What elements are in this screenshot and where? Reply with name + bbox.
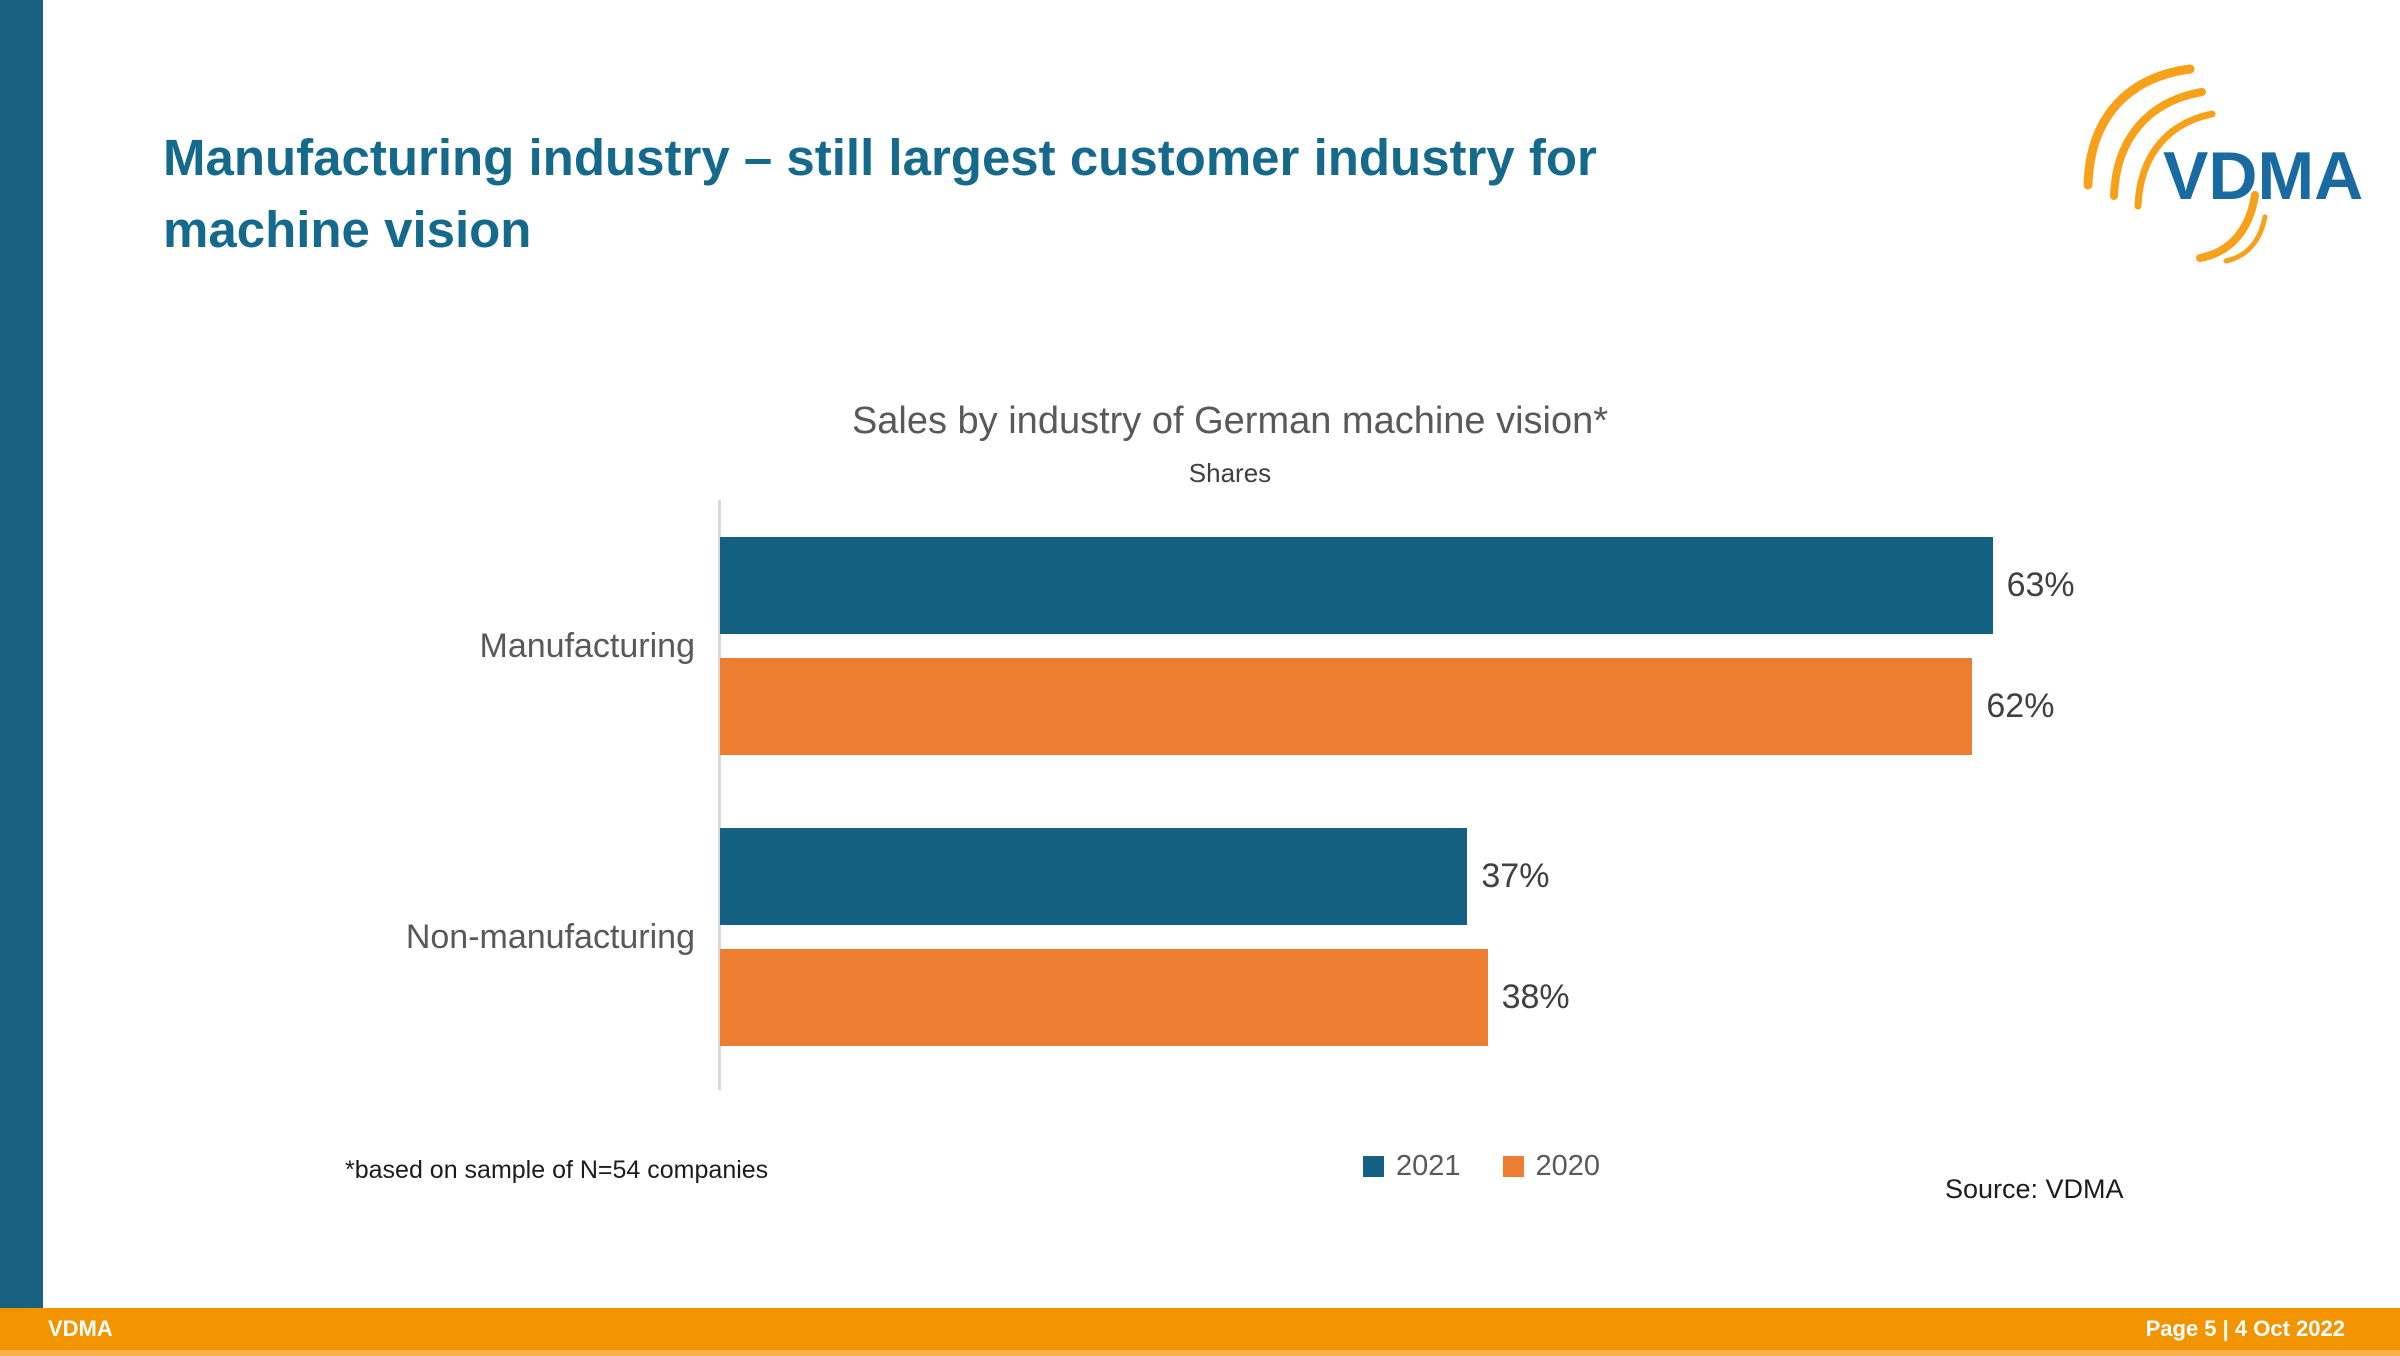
chart-title: Sales by industry of German machine visi… [851, 400, 1609, 442]
category-label: Non-manufacturing [405, 917, 695, 956]
bar-2021 [720, 537, 1993, 634]
source-label: Source: VDMA [1945, 1174, 2124, 1204]
footer-bar: VDMA Page 5 | 4 Oct 2022 [0, 1308, 2400, 1350]
chart-subtitle: Shares [1188, 458, 1272, 488]
footer-brand: VDMA [48, 1316, 113, 1341]
bar-row: 62% [720, 658, 2054, 755]
slide-title-line2: machine vision [163, 201, 532, 258]
bar-2020 [720, 949, 1488, 1046]
chart-plot: Manufacturing 63% 62% Non-manufacturing 37% 3… [310, 500, 2160, 1090]
bar-row: 37% [720, 828, 1549, 925]
y-axis-line [718, 500, 721, 1090]
bar-row: 38% [720, 949, 1570, 1046]
legend-label: 2021 [1396, 1150, 1461, 1182]
bar-value-label: 63% [2006, 566, 2075, 604]
left-accent-stripe [0, 0, 43, 1308]
logo-arcs-icon: VDMA [2083, 64, 2363, 264]
bar-value-label: 38% [1501, 978, 1570, 1016]
bar-value-label: 37% [1481, 857, 1550, 895]
logo-text: VDMA [2163, 138, 2363, 214]
chart-legend: 2021 2020 [1363, 1150, 1600, 1183]
category-group: Manufacturing 63% 62% [310, 537, 2160, 755]
bar-2021 [720, 828, 1468, 925]
bar-value-label: 62% [1986, 687, 2055, 725]
footnote: *based on sample of N=54 companies [345, 1156, 769, 1184]
legend-swatch-icon [1363, 1156, 1384, 1177]
bar-row: 63% [720, 537, 2075, 634]
legend-item: 2021 [1363, 1150, 1461, 1183]
legend-label: 2020 [1535, 1150, 1601, 1182]
slide-title: Manufacturing industry – still largest c… [163, 122, 1923, 266]
legend-swatch-icon [1502, 1156, 1524, 1177]
category-group: Non-manufacturing 37% 38% [310, 828, 2160, 1046]
legend-item: 2020 [1502, 1150, 1601, 1183]
footer-bar-lower-strip [0, 1350, 2400, 1356]
bar-2020 [720, 658, 1973, 755]
category-label: Manufacturing [479, 626, 695, 665]
slide-title-line1: Manufacturing industry – still largest c… [163, 129, 1597, 186]
footer-page-info: Page 5 | 4 Oct 2022 [2145, 1316, 2345, 1341]
vdma-logo: VDMA [2070, 58, 2370, 270]
